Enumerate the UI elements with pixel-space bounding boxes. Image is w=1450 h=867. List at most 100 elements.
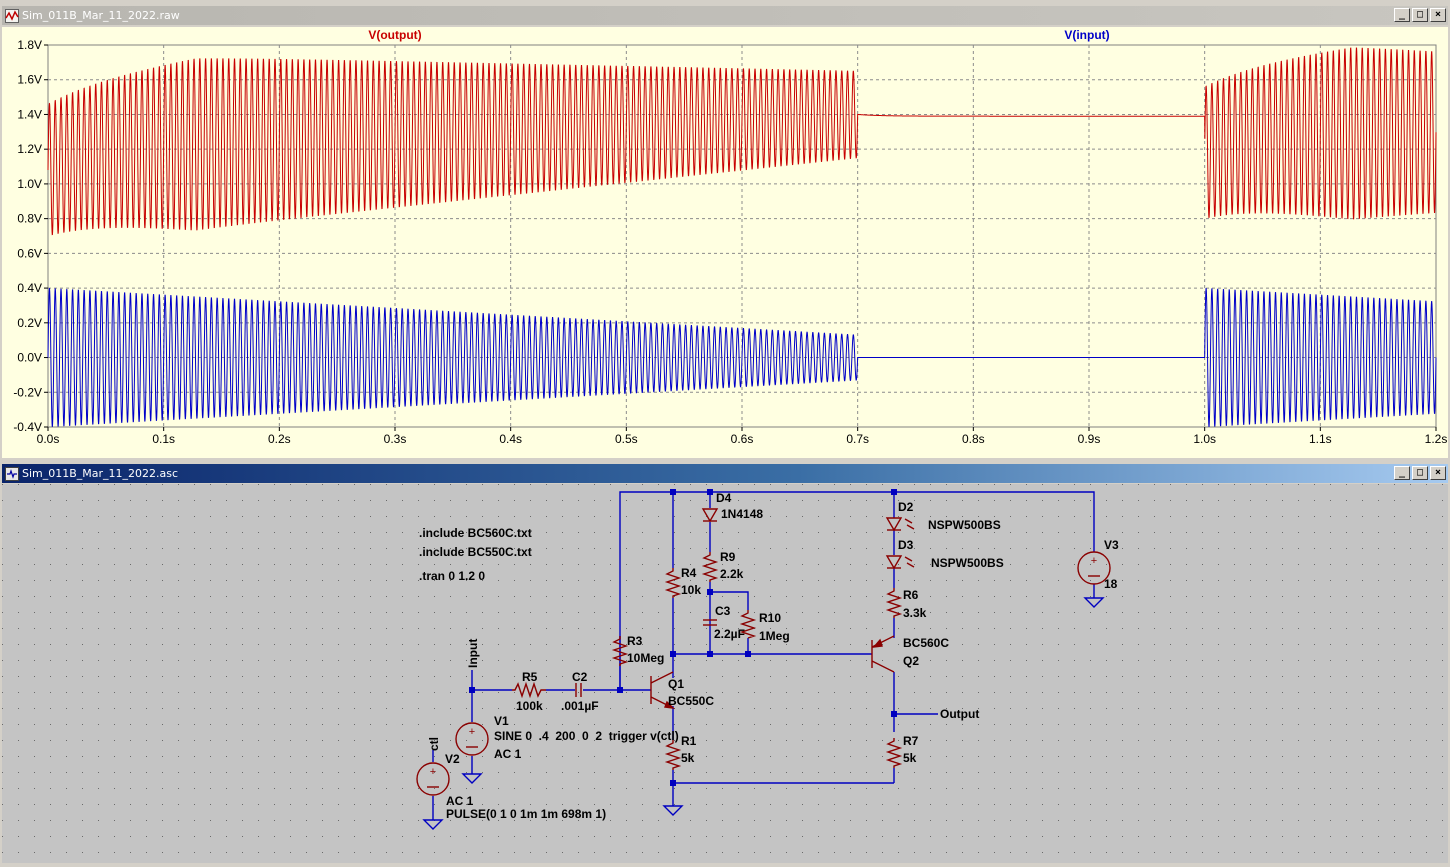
capacitor-c2[interactable]: [575, 683, 582, 697]
label-q1-model: BC550C: [668, 694, 714, 708]
y-tick-label: 0.8V: [17, 212, 42, 226]
y-tick-label: 1.0V: [17, 177, 42, 191]
label-q2: Q2: [903, 654, 919, 668]
label-c3-value: 2.2µF: [714, 627, 745, 641]
x-tick-label: 0.1s: [152, 432, 175, 446]
diode-d4[interactable]: [701, 508, 719, 523]
led-d2[interactable]: [885, 517, 915, 532]
waveform-window-title: Sim_011B_Mar_11_2022.raw: [22, 9, 180, 22]
minimize-button[interactable]: _: [1394, 8, 1410, 22]
close-button[interactable]: ×: [1430, 8, 1446, 22]
waveform-titlebar[interactable]: Sim_011B_Mar_11_2022.raw _ □ ×: [2, 6, 1448, 25]
series-v-input[interactable]: [47, 288, 1437, 427]
label-d3-value: NSPW500BS: [931, 556, 1004, 570]
y-tick-label: 0.4V: [17, 281, 42, 295]
led-d3[interactable]: [885, 555, 915, 570]
y-tick-label: 0.0V: [17, 351, 42, 365]
legend-v-input[interactable]: V(input): [1064, 28, 1109, 42]
y-tick-label: 1.6V: [17, 73, 42, 87]
resistor-r5[interactable]: [512, 681, 546, 699]
plot-series: [47, 47, 1437, 427]
close-button[interactable]: ×: [1430, 466, 1446, 480]
label-r7: R7: [903, 734, 919, 748]
source-v1[interactable]: +: [455, 722, 489, 756]
resistor-r10[interactable]: [739, 610, 757, 639]
label-c3: C3: [715, 604, 731, 618]
capacitor-c3[interactable]: [703, 619, 717, 626]
ground-icon: [422, 819, 444, 830]
transistor-q2[interactable]: [871, 635, 895, 673]
label-r10: R10: [759, 611, 781, 625]
schematic-window-title: Sim_011B_Mar_11_2022.asc: [22, 467, 179, 480]
source-v2[interactable]: +: [416, 762, 450, 796]
transistor-q1[interactable]: [650, 671, 675, 709]
y-tick-label: 0.6V: [17, 246, 42, 260]
y-tick-label: -0.2V: [13, 385, 42, 399]
waveform-plot[interactable]: 0.0s 0.1s 0.2s 0.3s 0.4s 0.5s 0.6s 0.7s 0.8s 0.9s…: [2, 27, 1448, 458]
resistor-r6[interactable]: [885, 588, 903, 618]
resistor-r7[interactable]: [885, 738, 903, 768]
label-v2: V2: [445, 752, 460, 766]
directive-tran[interactable]: .tran 0 1.2 0: [419, 569, 485, 583]
net-label-input[interactable]: Input: [466, 639, 480, 668]
label-r3-value: 10Meg: [627, 651, 664, 665]
label-r5-value: 100k: [516, 699, 543, 713]
label-v1-ac: AC 1: [494, 747, 522, 761]
directive-include-bc560c[interactable]: .include BC560C.txt: [419, 526, 532, 540]
minimize-button[interactable]: _: [1394, 466, 1410, 480]
y-tick-label: -0.4V: [13, 420, 42, 434]
label-v2-ac: AC 1: [446, 794, 474, 808]
x-tick-label: 1.1s: [1309, 432, 1332, 446]
label-r9-value: 2.2k: [720, 567, 744, 581]
resistor-r4[interactable]: [664, 568, 682, 598]
source-v3[interactable]: +: [1077, 551, 1111, 585]
resistor-r3[interactable]: [611, 636, 629, 666]
x-tick-label: 1.2s: [1425, 432, 1448, 446]
schematic-window-controls: _ □ ×: [1394, 466, 1446, 480]
junctions: [469, 489, 897, 786]
maximize-button[interactable]: □: [1412, 466, 1428, 480]
x-tick-label: 0.3s: [384, 432, 407, 446]
y-tick-label: 1.4V: [17, 107, 42, 121]
ground-symbols: [422, 597, 1105, 830]
resistor-r9[interactable]: [701, 552, 719, 582]
resistor-r1[interactable]: [664, 740, 682, 770]
label-v1: V1: [494, 714, 509, 728]
schematic-app-icon: [5, 466, 19, 481]
label-r4-value: 10k: [681, 583, 701, 597]
schematic-canvas[interactable]: + + +: [2, 484, 1448, 863]
plot-pane[interactable]: 0.0s 0.1s 0.2s 0.3s 0.4s 0.5s 0.6s 0.7s 0.8s 0.9s…: [2, 27, 1448, 458]
net-label-ctl[interactable]: ctl: [427, 737, 441, 751]
directive-include-bc550c[interactable]: .include BC550C.txt: [419, 545, 532, 559]
label-r3: R3: [627, 634, 643, 648]
x-tick-label: 0.4s: [499, 432, 522, 446]
label-r4: R4: [681, 566, 697, 580]
series-v-output[interactable]: [47, 47, 1437, 236]
label-d4-value: 1N4148: [721, 507, 763, 521]
schematic-drawing[interactable]: + + +: [2, 484, 1448, 863]
x-tick-label: 0.9s: [1078, 432, 1101, 446]
ground-icon: [461, 773, 483, 784]
net-label-output[interactable]: Output: [940, 707, 979, 721]
svg-text:+: +: [1091, 555, 1097, 567]
y-tick-label: 0.2V: [17, 316, 42, 330]
label-v3-value: 18: [1104, 577, 1118, 591]
schematic-window: Sim_011B_Mar_11_2022.asc _ □ ×: [0, 462, 1450, 863]
wires: [432, 491, 1095, 820]
y-tick-label: 1.2V: [17, 142, 42, 156]
schematic-grid: [2, 484, 1448, 863]
waveform-window: Sim_011B_Mar_11_2022.raw _ □ × 0.0s 0.1s 0…: [2, 6, 1448, 458]
x-tick-label: 1.0s: [1193, 432, 1216, 446]
x-tick-label: 0.6s: [731, 432, 754, 446]
components: + + +: [416, 508, 1111, 796]
label-r5: R5: [522, 670, 538, 684]
label-d3: D3: [898, 538, 914, 552]
schematic-titlebar[interactable]: Sim_011B_Mar_11_2022.asc _ □ ×: [2, 464, 1448, 483]
maximize-button[interactable]: □: [1412, 8, 1428, 22]
legend-v-output[interactable]: V(output): [368, 28, 421, 42]
label-c2: C2: [572, 670, 588, 684]
label-q1: Q1: [668, 677, 684, 691]
ground-icon: [1083, 597, 1105, 608]
label-v2-pulse: PULSE(0 1 0 1m 1m 698m 1): [446, 807, 606, 821]
y-tick-label: 1.8V: [17, 38, 42, 52]
